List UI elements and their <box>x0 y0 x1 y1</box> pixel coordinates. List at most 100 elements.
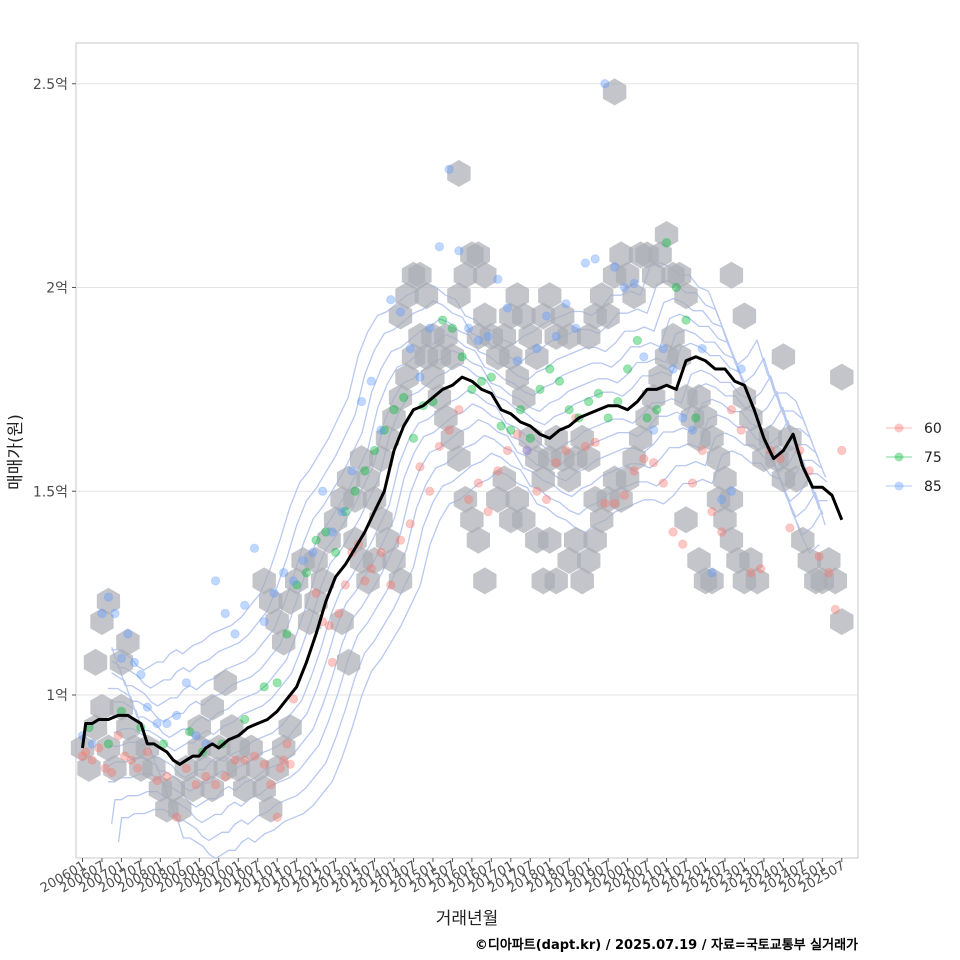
hexbin <box>194 754 218 782</box>
hexbin <box>414 282 439 310</box>
point-series-60 <box>736 425 746 435</box>
point-series-60 <box>386 580 396 590</box>
point-series-85 <box>405 343 415 354</box>
point-series-60 <box>162 771 172 782</box>
hexbin <box>577 445 601 473</box>
hexbin <box>687 384 711 411</box>
point-series-60 <box>220 771 230 782</box>
point-series-75 <box>272 678 282 688</box>
hexbin <box>369 445 393 473</box>
hexbin <box>323 506 348 534</box>
point-series-60 <box>240 755 250 765</box>
y-tick-label: 2.5억 <box>33 77 68 93</box>
point-series-85 <box>600 79 610 89</box>
hexbin <box>388 567 413 595</box>
hexbin <box>220 714 244 742</box>
point-series-75 <box>525 433 535 443</box>
hexbin <box>272 734 296 762</box>
hexbin <box>109 648 134 676</box>
point-series-75 <box>467 384 477 395</box>
point-series-85 <box>116 653 127 664</box>
hexbin <box>362 547 387 574</box>
point-series-60 <box>94 743 104 753</box>
point-series-85 <box>502 303 513 313</box>
hexbin <box>557 547 581 574</box>
hexbin-layer <box>70 78 854 823</box>
point-series-60 <box>590 437 600 448</box>
hexbin <box>466 241 490 269</box>
point-series-85 <box>278 568 289 578</box>
point-series-75 <box>545 364 555 374</box>
point-series-60 <box>502 445 513 456</box>
hexbin <box>103 754 127 782</box>
hexbin <box>382 404 406 432</box>
point-series-75 <box>622 364 633 374</box>
point-series-60 <box>454 405 464 415</box>
trend-line-layer <box>81 355 844 766</box>
hexbin <box>304 587 328 615</box>
hexbin <box>512 506 536 534</box>
hexbin <box>304 547 328 574</box>
point-series-60 <box>678 539 688 549</box>
point-series-85 <box>454 246 464 256</box>
point-series-75 <box>515 405 526 415</box>
legend-label: 75 <box>924 450 942 466</box>
hexbin <box>77 754 101 782</box>
point-series-60 <box>285 759 295 769</box>
hexbin <box>473 302 497 330</box>
hexbin <box>265 608 289 636</box>
point-series-85 <box>386 295 396 305</box>
point-series-60 <box>87 755 97 765</box>
hexbin <box>466 526 490 554</box>
point-series-85 <box>532 343 542 354</box>
point-series-85 <box>609 262 620 272</box>
point-series-60 <box>210 779 221 790</box>
point-series-85 <box>181 678 192 688</box>
point-series-60 <box>415 462 425 472</box>
hexbin <box>336 465 361 493</box>
scatter-points <box>77 79 847 822</box>
point-series-85 <box>463 323 474 333</box>
point-series-75 <box>240 714 250 725</box>
hexbin <box>641 261 666 289</box>
point-series-60 <box>658 478 669 488</box>
hexbin <box>388 302 413 330</box>
hexbin <box>784 465 808 493</box>
point-series-60 <box>113 731 123 741</box>
hexbin <box>830 608 854 636</box>
point-series-85 <box>288 576 299 586</box>
hexbin <box>570 567 594 595</box>
point-series-60 <box>668 527 678 537</box>
hexbin <box>791 526 815 554</box>
hexbin <box>505 282 529 310</box>
point-series-60 <box>463 494 474 505</box>
point-series-60 <box>434 441 445 452</box>
hexbin <box>512 384 536 411</box>
hexbin <box>732 384 757 411</box>
hexbin <box>557 465 581 493</box>
hexbin <box>817 547 841 574</box>
point-series-75 <box>158 739 169 749</box>
point-series-85 <box>522 445 532 456</box>
y-tick-label: 1억 <box>46 688 68 704</box>
point-series-85 <box>162 718 172 729</box>
point-series-60 <box>830 604 840 615</box>
hexbin <box>596 302 620 330</box>
point-series-85 <box>444 164 454 175</box>
hexbin <box>564 526 588 554</box>
point-series-85 <box>395 307 406 317</box>
point-series-75 <box>642 413 652 423</box>
point-series-60 <box>395 535 406 545</box>
hexbin <box>615 465 640 493</box>
hexbin <box>278 587 302 615</box>
point-series-60 <box>717 527 727 537</box>
hexbin <box>297 608 322 636</box>
hexbin <box>505 363 529 391</box>
point-series-60 <box>311 588 321 598</box>
point-series-60 <box>366 563 376 574</box>
point-series-85 <box>356 396 367 407</box>
x-axis-title: 거래년월 <box>436 909 499 929</box>
hexbin <box>700 424 724 452</box>
hexbin <box>408 261 432 289</box>
point-series-60 <box>580 441 591 452</box>
